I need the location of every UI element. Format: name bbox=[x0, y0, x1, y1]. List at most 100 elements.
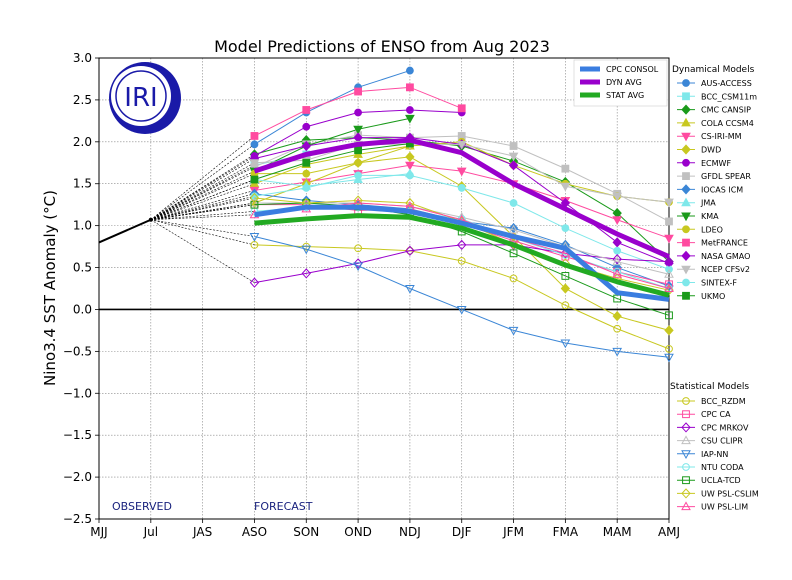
x-tick-label: SON bbox=[293, 525, 319, 539]
legend-label: CSU CLIPR bbox=[701, 437, 743, 446]
data-point bbox=[302, 158, 311, 167]
legend-marker bbox=[682, 79, 690, 87]
legend-label: LDEO bbox=[701, 225, 723, 234]
legend-label: IOCAS ICM bbox=[701, 185, 743, 194]
data-point bbox=[612, 269, 623, 278]
data-point bbox=[509, 199, 518, 207]
data-point bbox=[353, 258, 363, 269]
data-point bbox=[250, 140, 259, 149]
data-point bbox=[560, 283, 571, 294]
data-point bbox=[405, 197, 415, 209]
data-point bbox=[354, 146, 362, 155]
connector-line bbox=[150, 166, 255, 221]
legend: CPC CONSOL DYN AVG STAT AVG Dynamical Model… bbox=[573, 59, 759, 512]
y-tick-label: −0.5 bbox=[63, 344, 92, 358]
observed-point bbox=[148, 217, 153, 222]
legend-label: KMA bbox=[701, 212, 719, 221]
legend-marker bbox=[681, 450, 691, 460]
y-tick-label: 0.5 bbox=[73, 261, 92, 275]
legend-label: UCLA-TCD bbox=[701, 476, 741, 485]
connector-line bbox=[150, 144, 255, 221]
y-tick-label: 2.0 bbox=[73, 135, 92, 149]
data-point bbox=[613, 324, 622, 333]
legend-marker bbox=[682, 463, 690, 471]
data-point bbox=[405, 151, 415, 163]
legend-marker bbox=[682, 291, 690, 300]
data-point bbox=[508, 224, 519, 234]
iri-logo: IRI bbox=[109, 62, 181, 134]
data-point bbox=[457, 184, 466, 192]
legend-label: MetFRANCE bbox=[701, 239, 748, 248]
legend-label: CPC MRKOV bbox=[701, 423, 749, 432]
x-tick-label: MJJ bbox=[90, 525, 107, 539]
series-line bbox=[254, 70, 411, 145]
data-point bbox=[613, 267, 622, 276]
x-tick-label: OND bbox=[344, 525, 372, 539]
connector-line bbox=[150, 219, 255, 246]
axes: MJJ Jul JAS ASO SON OND NDJ DJF JFM FMA MAM AMJ 3.0 2… bbox=[63, 51, 680, 539]
x-tick-label: AMJ bbox=[658, 525, 680, 539]
data-point bbox=[353, 125, 363, 135]
legend-marker bbox=[681, 488, 691, 499]
data-point bbox=[561, 164, 570, 173]
data-point bbox=[664, 234, 674, 244]
connector-line bbox=[150, 170, 255, 221]
data-point bbox=[302, 122, 311, 131]
data-point bbox=[612, 254, 622, 265]
legend-label: IAP-NN bbox=[701, 450, 728, 459]
y-tick-label: −1.0 bbox=[63, 386, 92, 400]
data-point bbox=[560, 182, 571, 192]
data-point bbox=[509, 274, 518, 283]
data-point bbox=[612, 347, 623, 357]
data-point bbox=[664, 269, 674, 278]
data-point bbox=[457, 104, 466, 113]
legend-label: DWD bbox=[701, 146, 721, 155]
y-tick-label: 2.5 bbox=[73, 93, 92, 107]
data-point bbox=[354, 158, 362, 167]
data-point bbox=[250, 175, 259, 184]
data-point bbox=[664, 198, 674, 208]
data-point bbox=[509, 249, 518, 258]
data-point bbox=[612, 311, 622, 322]
data-point bbox=[249, 197, 260, 207]
legend-marker bbox=[682, 92, 690, 101]
data-point bbox=[613, 246, 622, 255]
observed-label: OBSERVED bbox=[112, 500, 172, 513]
legend-marker bbox=[682, 397, 690, 405]
legend-label: AUS-ACCESS bbox=[701, 79, 752, 88]
y-tick-label: 0.0 bbox=[73, 302, 92, 316]
connector-line bbox=[150, 219, 255, 237]
y-tick-label: −2.5 bbox=[63, 512, 92, 526]
chart-title: Model Predictions of ENSO from Aug 2023 bbox=[214, 37, 550, 56]
data-point bbox=[612, 237, 622, 248]
data-point bbox=[406, 66, 414, 75]
data-point bbox=[405, 285, 415, 294]
plot-frame bbox=[98, 57, 670, 520]
legend-label: BCC_CSM11m bbox=[701, 92, 757, 101]
data-point bbox=[664, 283, 674, 292]
data-point bbox=[612, 192, 623, 202]
data-point bbox=[406, 171, 414, 180]
data-point bbox=[456, 140, 467, 150]
connector-line bbox=[150, 179, 255, 221]
data-point bbox=[354, 87, 362, 96]
x-tick-label: NDJ bbox=[399, 525, 421, 539]
legend-label: ECMWF bbox=[701, 159, 731, 168]
connector-line bbox=[150, 183, 255, 221]
forecast-label: FORECAST bbox=[254, 500, 313, 513]
x-tick-label: Jul bbox=[143, 525, 158, 539]
legend-marker bbox=[682, 238, 690, 247]
legend-label: NASA GMAO bbox=[701, 252, 750, 261]
data-point bbox=[249, 159, 260, 169]
connector-line bbox=[150, 193, 255, 221]
y-tick-label: −2.0 bbox=[63, 470, 92, 484]
data-point bbox=[665, 217, 673, 226]
legend-marker bbox=[681, 250, 691, 262]
data-point bbox=[301, 245, 312, 255]
y-tick-label: 1.0 bbox=[73, 219, 92, 233]
data-point bbox=[249, 277, 260, 288]
data-point bbox=[249, 192, 260, 204]
legend-label: CS-IRI-MM bbox=[701, 132, 742, 141]
legend-marker bbox=[681, 184, 691, 195]
